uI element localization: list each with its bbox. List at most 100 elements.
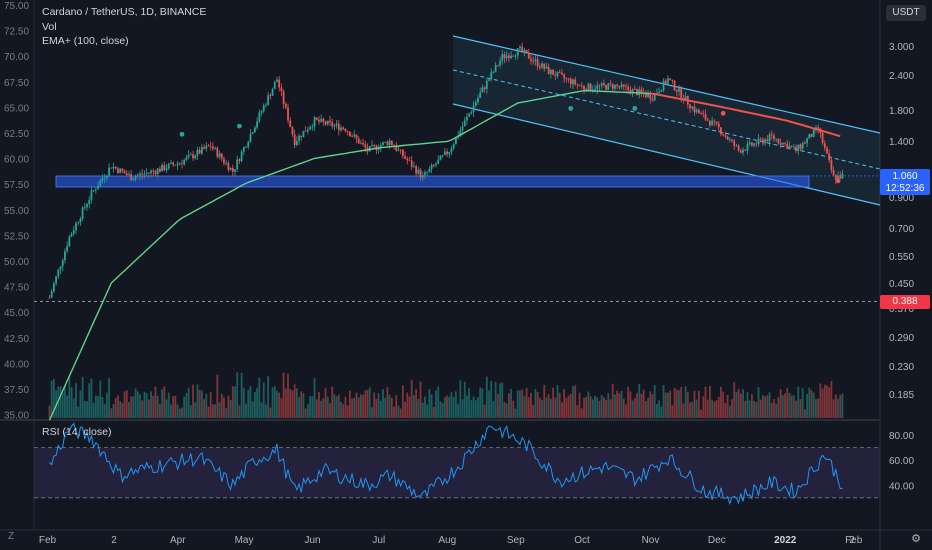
volume-bar [673, 387, 676, 418]
left-axis-tick: 40.00 [4, 359, 29, 370]
candle-body [605, 85, 607, 90]
right-axis-tick: 2.400 [889, 71, 914, 82]
volume-bar [170, 404, 172, 418]
candle-body [541, 63, 543, 68]
volume-bar [318, 391, 320, 418]
volume-bar [159, 404, 161, 418]
volume-bar [326, 396, 329, 418]
volume-bar [178, 408, 181, 418]
signal-dot [835, 178, 841, 184]
volume-bar [207, 406, 210, 418]
candle-body [704, 114, 707, 120]
candle-body [735, 145, 738, 147]
volume-bar [742, 389, 744, 418]
volume-bar [293, 384, 296, 418]
volume-bar [322, 398, 325, 418]
candle-body [302, 130, 305, 138]
volume-bar [141, 400, 144, 418]
candle-body [567, 78, 570, 80]
volume-bar [88, 383, 91, 418]
candle-body [532, 60, 535, 62]
candle-body [640, 89, 643, 93]
ema-legend: EMA+ (100, close) [42, 35, 129, 47]
volume-bar [75, 383, 77, 418]
candle-body [505, 55, 508, 59]
candle-body [397, 149, 400, 151]
candle-body [231, 167, 234, 172]
candle-body [218, 153, 221, 157]
candle-body [490, 72, 493, 80]
left-axis-tick: 57.50 [4, 180, 29, 191]
volume-bar [826, 385, 828, 418]
candle-body [315, 117, 318, 120]
candle-body [238, 159, 241, 161]
volume-bar [234, 386, 236, 418]
candle-body [713, 120, 716, 122]
volume-bar [315, 399, 318, 418]
volume-bar [227, 395, 230, 418]
volume-bar [481, 388, 484, 418]
candle-body [748, 142, 751, 144]
volume-bar [644, 401, 647, 418]
currency-unit-label[interactable]: USDT [886, 5, 926, 21]
volume-bar [801, 388, 804, 418]
candle-body [715, 121, 718, 124]
volume-bar [300, 391, 303, 418]
timezone-icon[interactable]: Z [8, 531, 15, 542]
volume-bar [384, 397, 387, 418]
candle-body [446, 151, 448, 155]
candle-body [622, 84, 625, 87]
volume-bar [755, 402, 758, 418]
candle-body [247, 141, 250, 147]
left-axis-tick: 67.50 [4, 78, 29, 89]
volume-bar [828, 387, 831, 418]
volume-bar [585, 396, 588, 418]
volume-bar [748, 400, 751, 418]
volume-bar [664, 392, 667, 418]
candle-body [556, 71, 559, 77]
left-axis-tick: 45.00 [4, 308, 29, 319]
volume-bar [527, 397, 530, 418]
volume-bar [163, 386, 166, 418]
volume-bar [132, 396, 135, 418]
candle-body [463, 120, 466, 127]
ema-line-red [650, 92, 841, 138]
candle-body [406, 158, 409, 161]
candle-body [88, 199, 91, 205]
candle-body [419, 169, 422, 178]
volume-bar [77, 406, 80, 418]
volume-bar [167, 392, 170, 418]
volume-bar [152, 395, 155, 418]
candle-body [563, 74, 566, 79]
candle-body [258, 112, 261, 122]
volume-bar [722, 391, 725, 418]
candle-body [382, 142, 384, 146]
volume-bar [750, 393, 753, 418]
volume-bar [351, 398, 353, 418]
candle-body [673, 80, 676, 91]
right-axis-tick: 1.400 [889, 137, 914, 148]
candle-body [525, 49, 528, 53]
candle-body [499, 60, 501, 66]
volume-bar [817, 398, 820, 418]
volume-bar [83, 401, 86, 418]
candle-body [337, 123, 340, 131]
volume-bar [466, 395, 468, 418]
volume-bar [821, 388, 824, 418]
candle-body [596, 85, 599, 90]
candle-body [307, 129, 309, 132]
volume-bar [112, 404, 115, 418]
volume-bar [50, 380, 53, 418]
volume-bar [589, 396, 592, 418]
candle-body [192, 154, 194, 159]
candle-body [779, 143, 782, 145]
candle-body [775, 138, 778, 140]
candle-body [826, 147, 828, 154]
candle-body [629, 90, 632, 94]
settings-gear-icon[interactable]: ⚙ [911, 533, 921, 545]
candle-body [717, 123, 720, 128]
candle-body [432, 165, 435, 166]
volume-bar [304, 408, 307, 418]
candle-body [801, 142, 804, 149]
